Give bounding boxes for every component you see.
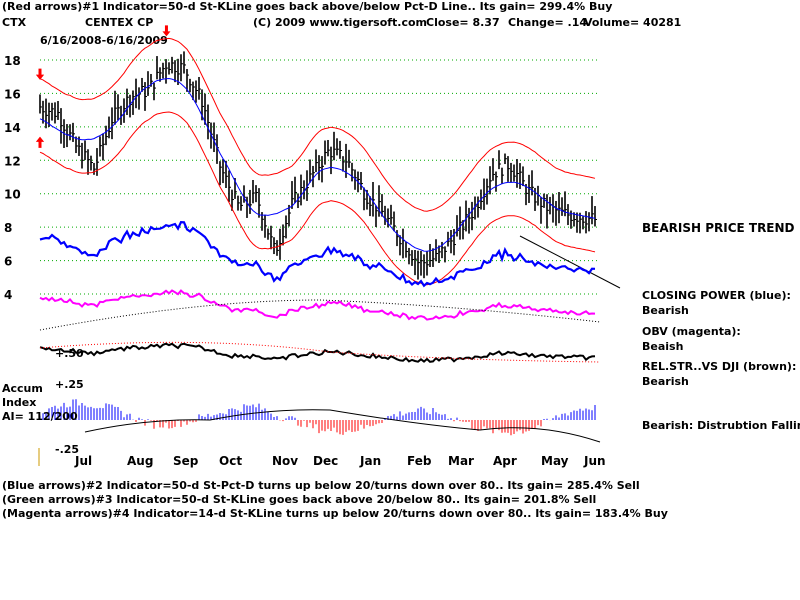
indicator-2-legend: (Blue arrows)#2 Indicator=50-d St-Pct-D … [2, 479, 640, 492]
x-tick-label: Apr [493, 454, 517, 468]
y-tick-label: 10 [4, 188, 21, 202]
moving-average-line [39, 77, 596, 252]
y-tick-label: 14 [4, 121, 21, 135]
volume-value: Volume= 40281 [584, 16, 682, 29]
closing-power-label: CLOSING POWER (blue): [642, 289, 791, 302]
x-tick-label: Feb [407, 454, 432, 468]
x-tick-label: Nov [272, 454, 298, 468]
indicator-4-legend: (Magenta arrows)#4 Indicator=14-d St-KLi… [2, 507, 668, 520]
accum-ai-value: AI= 112/200 [2, 410, 78, 423]
accum-ma-line [84, 409, 601, 443]
x-tick-label: Jan [359, 454, 381, 468]
date-range: 6/16/2008-6/16/2009 [40, 34, 168, 47]
red-up-arrow [36, 136, 44, 148]
trend-annotation: BEARISH PRICE TREND [642, 221, 795, 235]
relstr-value: Bearish [642, 375, 689, 388]
y-tick-label: 6 [4, 255, 12, 269]
x-tick-label: Mar [448, 454, 474, 468]
change-value: Change= .14 [508, 16, 588, 29]
obv-line [39, 289, 596, 321]
x-tick-label: Sep [173, 454, 199, 468]
y-tick-label: 8 [4, 221, 12, 235]
accum-title: Accum [2, 382, 43, 395]
obv-ma-line [39, 299, 601, 331]
x-tick-label: Oct [219, 454, 242, 468]
x-tick-label: Jun [583, 454, 606, 468]
closing-power-value: Bearish [642, 304, 689, 317]
x-tick-label: Aug [127, 454, 153, 468]
bearish-trendline [519, 235, 621, 289]
accum-index-title: Index [2, 396, 37, 409]
accum-top-label: +.25 [55, 378, 84, 391]
y-tick-label: 16 [4, 87, 21, 101]
accum-annotation: Bearish: Distrubtion Falling. [642, 419, 800, 432]
copyright-text: (C) 2009 www.tigersoft.com [253, 16, 428, 29]
relstr-label: REL.STR..VS DJI (brown): [642, 360, 797, 373]
red-down-arrow [162, 25, 171, 37]
indicator-1-legend: (Red arrows)#1 Indicator=50-d St-KLine g… [2, 0, 613, 13]
relstr-line [39, 342, 596, 363]
lower-band-line [39, 111, 596, 286]
y-tick-label: 4 [4, 288, 12, 302]
relstr-mid-label: +.50 [55, 347, 84, 360]
close-value: Close= 8.37 [426, 16, 500, 29]
y-tick-label: 12 [4, 154, 21, 168]
accum-bottom-label: -.25 [55, 443, 80, 456]
x-tick-label: Dec [313, 454, 338, 468]
indicator-3-legend: (Green arrows)#3 Indicator=50-d St-KLine… [2, 493, 597, 506]
symbol-label: CTX [2, 16, 27, 29]
x-tick-label: Jul [74, 454, 92, 468]
x-tick-label: May [541, 454, 569, 468]
closing-power-line [39, 220, 596, 288]
obv-label: OBV (magenta): [642, 325, 741, 338]
relstr-ma-line [39, 341, 601, 363]
company-name: CENTEX CP [85, 16, 154, 29]
obv-value: Beaish [642, 340, 684, 353]
y-tick-label: 18 [4, 54, 21, 68]
red-down-arrow [36, 68, 44, 80]
upper-band-line [39, 37, 596, 212]
